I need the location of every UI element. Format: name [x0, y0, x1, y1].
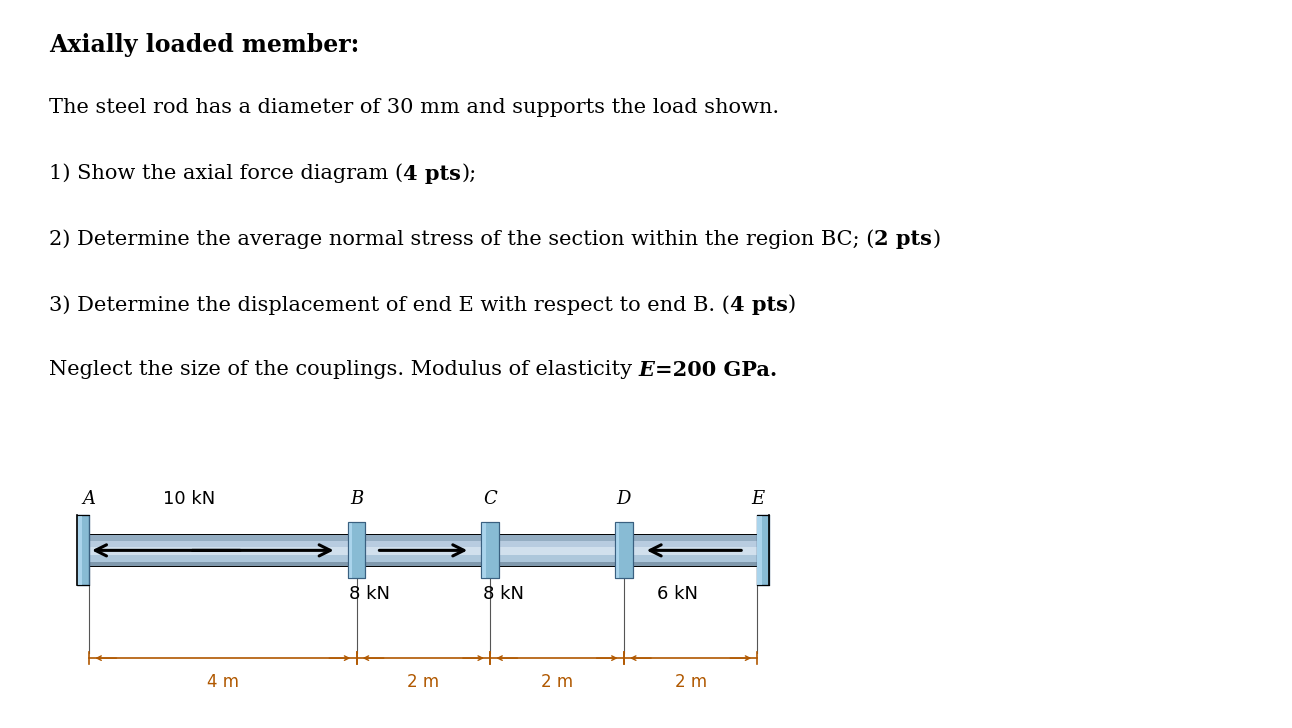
- Text: B: B: [350, 490, 363, 508]
- Text: D: D: [616, 490, 630, 508]
- Text: 1) Show the axial force diagram (: 1) Show the axial force diagram (: [49, 164, 403, 183]
- Text: 10 kN: 10 kN: [163, 490, 216, 508]
- Text: ): ): [933, 229, 941, 248]
- Text: The steel rod has a diameter of 30 mm and supports the load shown.: The steel rod has a diameter of 30 mm an…: [49, 98, 779, 117]
- Text: 2 m: 2 m: [541, 673, 574, 691]
- Text: C: C: [483, 490, 497, 508]
- Bar: [757, 515, 770, 585]
- Bar: [348, 523, 353, 578]
- Text: E: E: [638, 360, 655, 380]
- Bar: [348, 523, 366, 578]
- Text: );: );: [461, 164, 477, 183]
- Text: 2 pts: 2 pts: [875, 229, 933, 249]
- Bar: [78, 515, 81, 585]
- Text: 3) Determine the displacement of end E with respect to end B. (: 3) Determine the displacement of end E w…: [49, 295, 730, 314]
- Text: E: E: [751, 490, 764, 508]
- Bar: [482, 523, 499, 578]
- Bar: [615, 523, 619, 578]
- Text: 2 m: 2 m: [674, 673, 707, 691]
- Bar: [482, 523, 499, 578]
- Text: ): ): [788, 295, 796, 314]
- Bar: [348, 523, 366, 578]
- Bar: [482, 523, 486, 578]
- Text: A: A: [83, 490, 96, 508]
- Bar: [757, 515, 762, 585]
- Bar: [78, 515, 89, 585]
- Text: 4 pts: 4 pts: [730, 295, 788, 314]
- Text: 6 kN: 6 kN: [656, 585, 698, 603]
- Text: 2 m: 2 m: [407, 673, 439, 691]
- Text: 4 m: 4 m: [207, 673, 239, 691]
- Text: 4 pts: 4 pts: [403, 164, 461, 183]
- Text: =200 GPa.: =200 GPa.: [655, 360, 776, 380]
- Text: 2) Determine the average normal stress of the section within the region BC; (: 2) Determine the average normal stress o…: [49, 229, 875, 249]
- Text: Neglect the size of the couplings. Modulus of elasticity: Neglect the size of the couplings. Modul…: [49, 360, 638, 379]
- Text: 8 kN: 8 kN: [483, 585, 525, 603]
- Bar: [615, 523, 633, 578]
- Bar: [615, 523, 633, 578]
- Text: Axially loaded member:: Axially loaded member:: [49, 33, 359, 57]
- Text: 8 kN: 8 kN: [349, 585, 390, 603]
